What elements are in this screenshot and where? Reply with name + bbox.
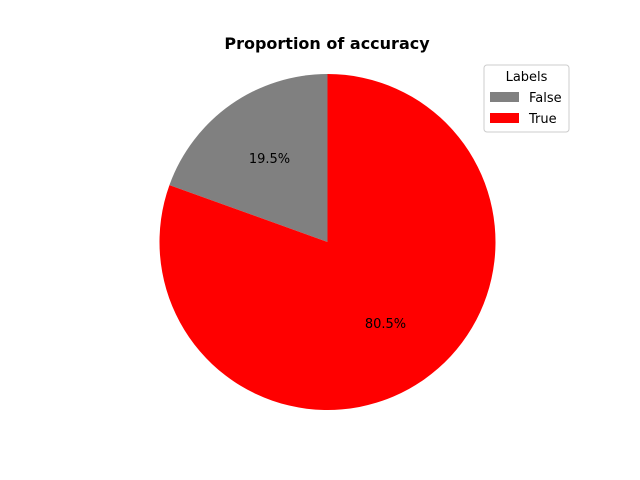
legend-label-false: False	[529, 91, 562, 106]
pie-slices	[159, 74, 496, 410]
legend-label-true: True	[528, 112, 557, 127]
pie-percent-label-false: 19.5%	[249, 152, 290, 167]
chart-title: Proportion of accuracy	[224, 34, 430, 53]
legend-title: Labels	[506, 70, 548, 85]
pie-slice-false	[169, 74, 328, 242]
legend-swatch-true	[490, 113, 519, 123]
pie-slice-true	[159, 74, 496, 410]
legend-items: False True	[490, 91, 562, 127]
legend-swatch-false	[490, 92, 519, 102]
pie-percent-labels: 19.5% 80.5%	[249, 152, 406, 332]
legend: Labels False True	[483, 64, 570, 133]
pie-percent-label-true: 80.5%	[365, 317, 406, 332]
